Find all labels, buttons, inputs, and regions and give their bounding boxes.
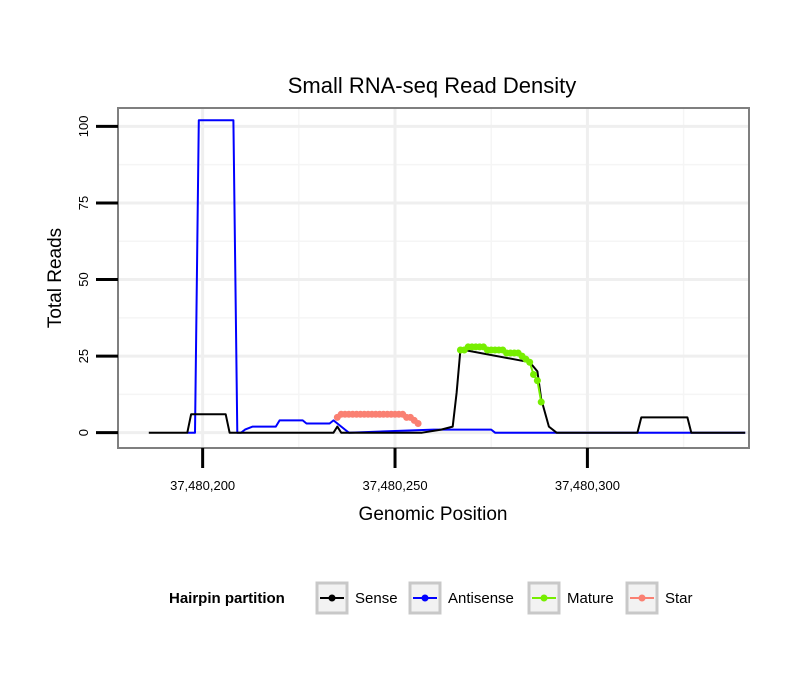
plot-border <box>117 107 750 449</box>
y-tick-label: 25 <box>76 349 91 363</box>
x-tick-label: 37,480,200 <box>170 478 235 493</box>
y-tick-label: 75 <box>76 196 91 210</box>
legend-label-mature: Mature <box>567 590 614 607</box>
legend: Hairpin partition Sense Antisense Mature St… <box>169 581 693 615</box>
chart-title: Small RNA-seq Read Density <box>288 73 577 98</box>
star-point <box>414 419 422 427</box>
x-tick-label: 37,480,250 <box>362 478 427 493</box>
sense-series <box>148 349 746 434</box>
gridlines <box>118 108 749 448</box>
mature-point <box>526 358 534 366</box>
legend-label-star: Star <box>665 590 693 607</box>
legend-item-sense: Sense <box>315 581 398 615</box>
x-axis: 37,480,200 37,480,250 37,480,300 <box>170 448 620 493</box>
y-tick-label: 50 <box>76 272 91 286</box>
plot-panel <box>117 107 750 449</box>
legend-item-antisense: Antisense <box>408 581 514 615</box>
legend-key-point <box>421 594 429 602</box>
y-axis-title: Total Reads <box>45 228 66 328</box>
antisense-line <box>187 119 746 434</box>
y-axis: 0 25 50 75 100 <box>76 116 118 436</box>
sense-line <box>148 349 746 434</box>
antisense-series <box>187 119 746 434</box>
legend-item-star: Star <box>625 581 693 615</box>
legend-title: Hairpin partition <box>169 590 285 607</box>
mature-point <box>537 398 545 406</box>
x-tick-label: 37,480,300 <box>555 478 620 493</box>
legend-item-mature: Mature <box>527 581 614 615</box>
legend-key-point <box>638 594 646 602</box>
legend-label-antisense: Antisense <box>448 590 514 607</box>
series-layer <box>148 119 746 434</box>
star-series <box>333 410 422 427</box>
legend-key-point <box>328 594 336 602</box>
mature-point <box>530 370 538 378</box>
legend-key-point <box>540 594 548 602</box>
y-tick-label: 100 <box>76 116 91 138</box>
mature-series <box>456 343 545 406</box>
plot-background <box>118 108 749 448</box>
legend-label-sense: Sense <box>355 590 398 607</box>
x-axis-title: Genomic Position <box>359 504 508 525</box>
mature-point <box>533 377 541 385</box>
y-tick-label: 0 <box>76 429 91 436</box>
